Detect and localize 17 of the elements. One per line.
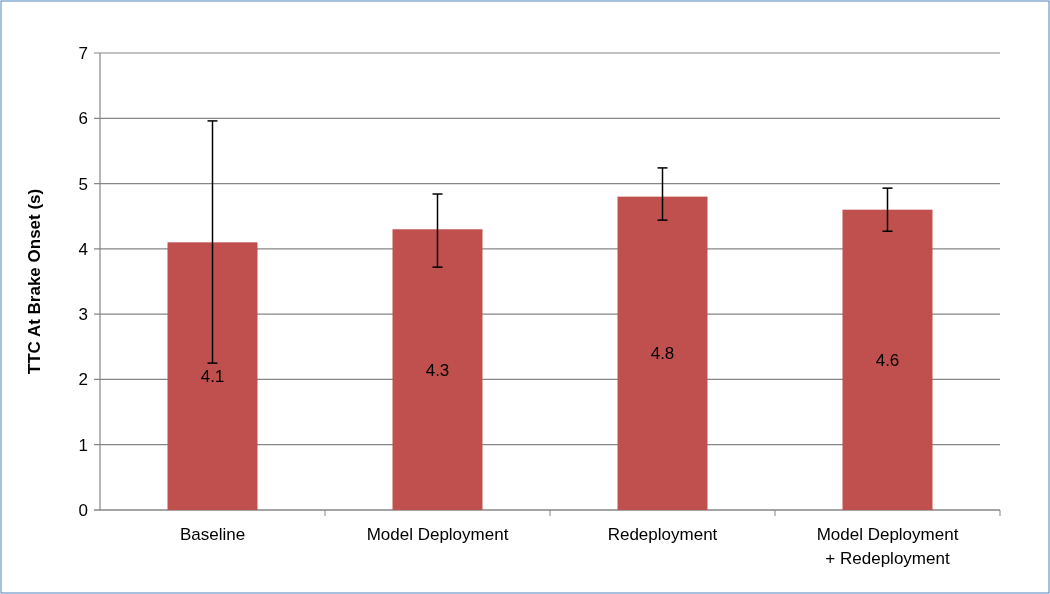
- x-tick-label: Redeployment: [607, 525, 718, 544]
- y-tick-label: 0: [78, 500, 88, 520]
- y-tick-label: 6: [78, 109, 88, 129]
- x-tick-label: Model Deployment: [366, 525, 509, 544]
- x-tick-label: Baseline: [179, 525, 246, 544]
- x-tick-label: Model Deployment + Redeployment: [816, 525, 959, 568]
- y-tick-label: 3: [78, 305, 88, 325]
- data-label: 4.6: [875, 350, 900, 370]
- y-axis-title: TTC At Brake Onset (s): [25, 188, 44, 375]
- data-label: 4.1: [200, 367, 225, 387]
- y-tick-label: 7: [78, 43, 88, 63]
- y-tick-label: 4: [78, 239, 88, 259]
- y-tick-label: 2: [78, 370, 88, 390]
- y-tick-label: 1: [78, 435, 88, 455]
- data-label: 4.8: [650, 344, 675, 364]
- y-tick-label: 5: [78, 174, 88, 194]
- data-label: 4.3: [425, 360, 450, 380]
